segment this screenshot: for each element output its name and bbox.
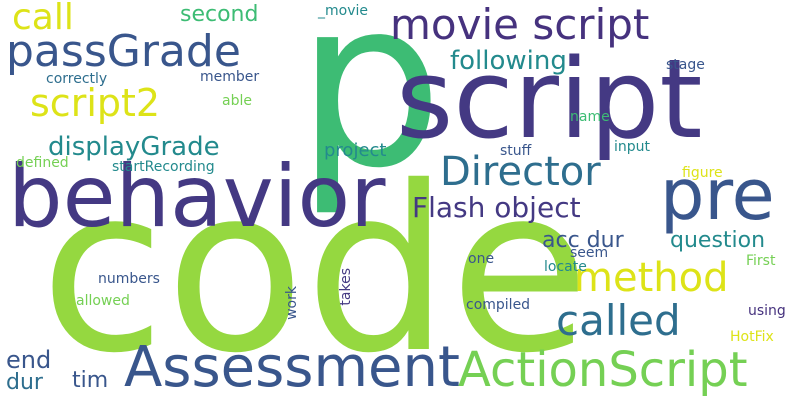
word-actionscript: ActionScript [458,342,748,398]
word-dur: dur [6,370,43,395]
word-acc-dur: acc dur [542,228,624,253]
word-locate: locate [544,259,587,275]
word-director: Director [440,149,601,195]
word-second: second [180,2,259,27]
word-p: p [296,0,444,219]
word-code: code [40,137,590,400]
word-call: call [12,0,74,38]
word-project: project [324,140,387,161]
word-assessment: Assessment [124,335,460,400]
word-stuff: stuff [500,143,532,159]
word-startrecording: startRecording [112,159,215,175]
word-figure: figure [682,165,723,181]
word-movie-underscore: _movie [318,3,368,19]
word-defined: defined [16,155,69,171]
word-behavior: behavior [8,147,386,247]
word-question: question [670,228,766,253]
word-called: called [556,296,681,345]
word-compiled: compiled [466,297,531,313]
word-passgrade: passGrade [6,26,241,77]
word-allowed: allowed [76,293,130,309]
word-end: end [6,346,52,374]
word-pre: pre [660,154,775,236]
word-takes: takes [338,268,354,306]
word-using: using [748,303,786,319]
word-first: First [746,253,776,269]
word-name: name [570,109,610,125]
word-tim: tim [72,368,109,393]
word-hotfix: HotFix [730,329,774,345]
word-displaygrade: displayGrade [48,132,220,162]
word-following: following [450,46,567,76]
word-flash-object: Flash object [412,191,581,224]
word-one: one [468,251,495,267]
word-member: member [200,69,260,85]
word-script: script [396,35,703,163]
word-work: work [284,286,300,320]
word-stage: stage [666,57,705,73]
word-movie-script: movie script [390,0,650,49]
word-correctly: correctly [46,71,108,87]
word-seem: seem [570,245,609,261]
word-method: method [574,255,729,301]
word-able: able [222,93,252,109]
word-script2: script2 [30,81,161,125]
word-input: input [614,139,651,155]
word-numbers: numbers [98,271,160,287]
